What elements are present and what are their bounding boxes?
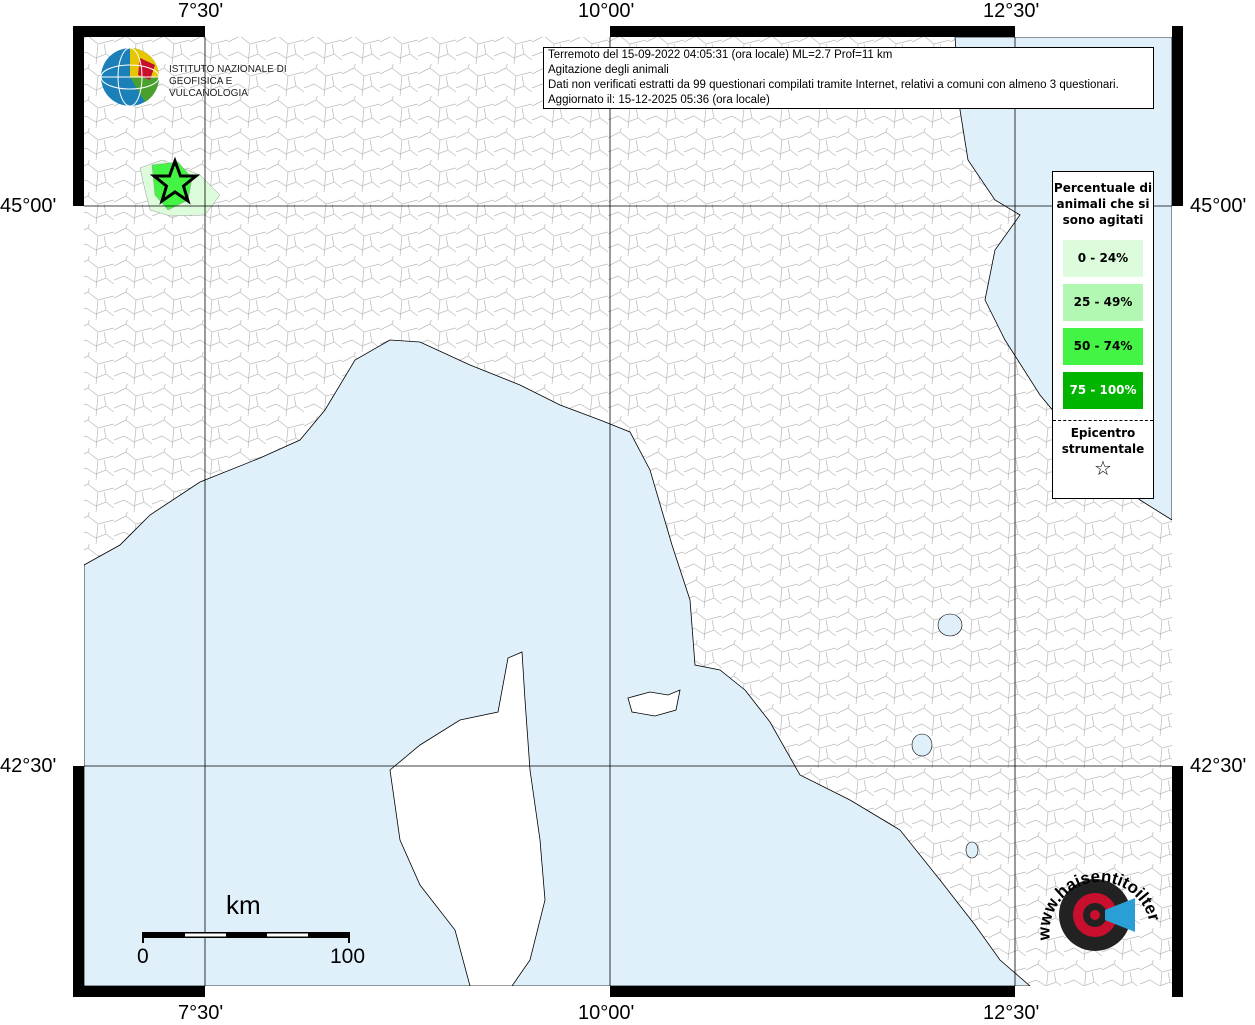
lake-bracciano	[965, 841, 979, 859]
lon-tick-top-2: 10°00'	[578, 0, 635, 22]
lon-tick-bottom-1: 7°30'	[178, 1002, 224, 1024]
lake-bolsena	[911, 733, 933, 757]
ingv-logo-globe	[100, 47, 160, 107]
scale-unit: km	[226, 890, 261, 920]
scale-bar	[142, 932, 350, 943]
sea-tyrrhenian	[84, 339, 1031, 986]
info-topic: Agitazione degli animali	[548, 64, 669, 76]
lon-tick-top-3: 12°30'	[983, 0, 1040, 22]
legend: Percentuale di animali che si sono agita…	[1052, 171, 1154, 499]
elba	[627, 689, 681, 717]
lat-tick-left-2: 42°30'	[0, 755, 57, 777]
legend-class-0-24: 0 - 24%	[1063, 240, 1143, 277]
lat-tick-right-2: 42°30'	[1190, 755, 1247, 777]
frame-ticks	[73, 26, 1183, 997]
epicenter-star-icon[interactable]	[149, 156, 201, 205]
info-source: Dati non verificati estratti da 99 quest…	[548, 79, 1119, 91]
lon-tick-top-1: 7°30'	[178, 0, 224, 22]
scale-max: 100	[330, 945, 366, 968]
info-event: Terremoto del 15-09-2022 04:05:31 (ora l…	[548, 49, 893, 61]
legend-class-75-100: 75 - 100%	[1063, 372, 1143, 409]
legend-title: Percentuale di animali che si sono agita…	[1053, 181, 1153, 227]
lat-tick-right-1: 45°00'	[1190, 195, 1247, 217]
legend-class-25-49: 25 - 49%	[1063, 284, 1143, 321]
graticule	[84, 37, 1172, 986]
lon-tick-bottom-2: 10°00'	[578, 1002, 635, 1024]
scale-min: 0	[137, 945, 149, 968]
legend-star-icon: ☆	[1094, 456, 1112, 480]
legend-epicenter-label: Epicentro strumentale	[1061, 426, 1145, 456]
lon-tick-bottom-3: 12°30'	[983, 1002, 1040, 1024]
ingv-logo-text: ISTITUTO NAZIONALE DI GEOFISICA E VULCAN…	[169, 64, 287, 99]
lake-trasimeno	[937, 613, 963, 637]
legend-divider	[1053, 420, 1153, 421]
corsica	[389, 651, 546, 986]
legend-class-50-74: 50 - 74%	[1063, 328, 1143, 365]
info-box: Terremoto del 15-09-2022 04:05:31 (ora l…	[543, 47, 1154, 109]
lat-tick-left-1: 45°00'	[0, 195, 57, 217]
info-updated: Aggiornato il: 15-12-2025 05:36 (ora loc…	[548, 94, 770, 106]
